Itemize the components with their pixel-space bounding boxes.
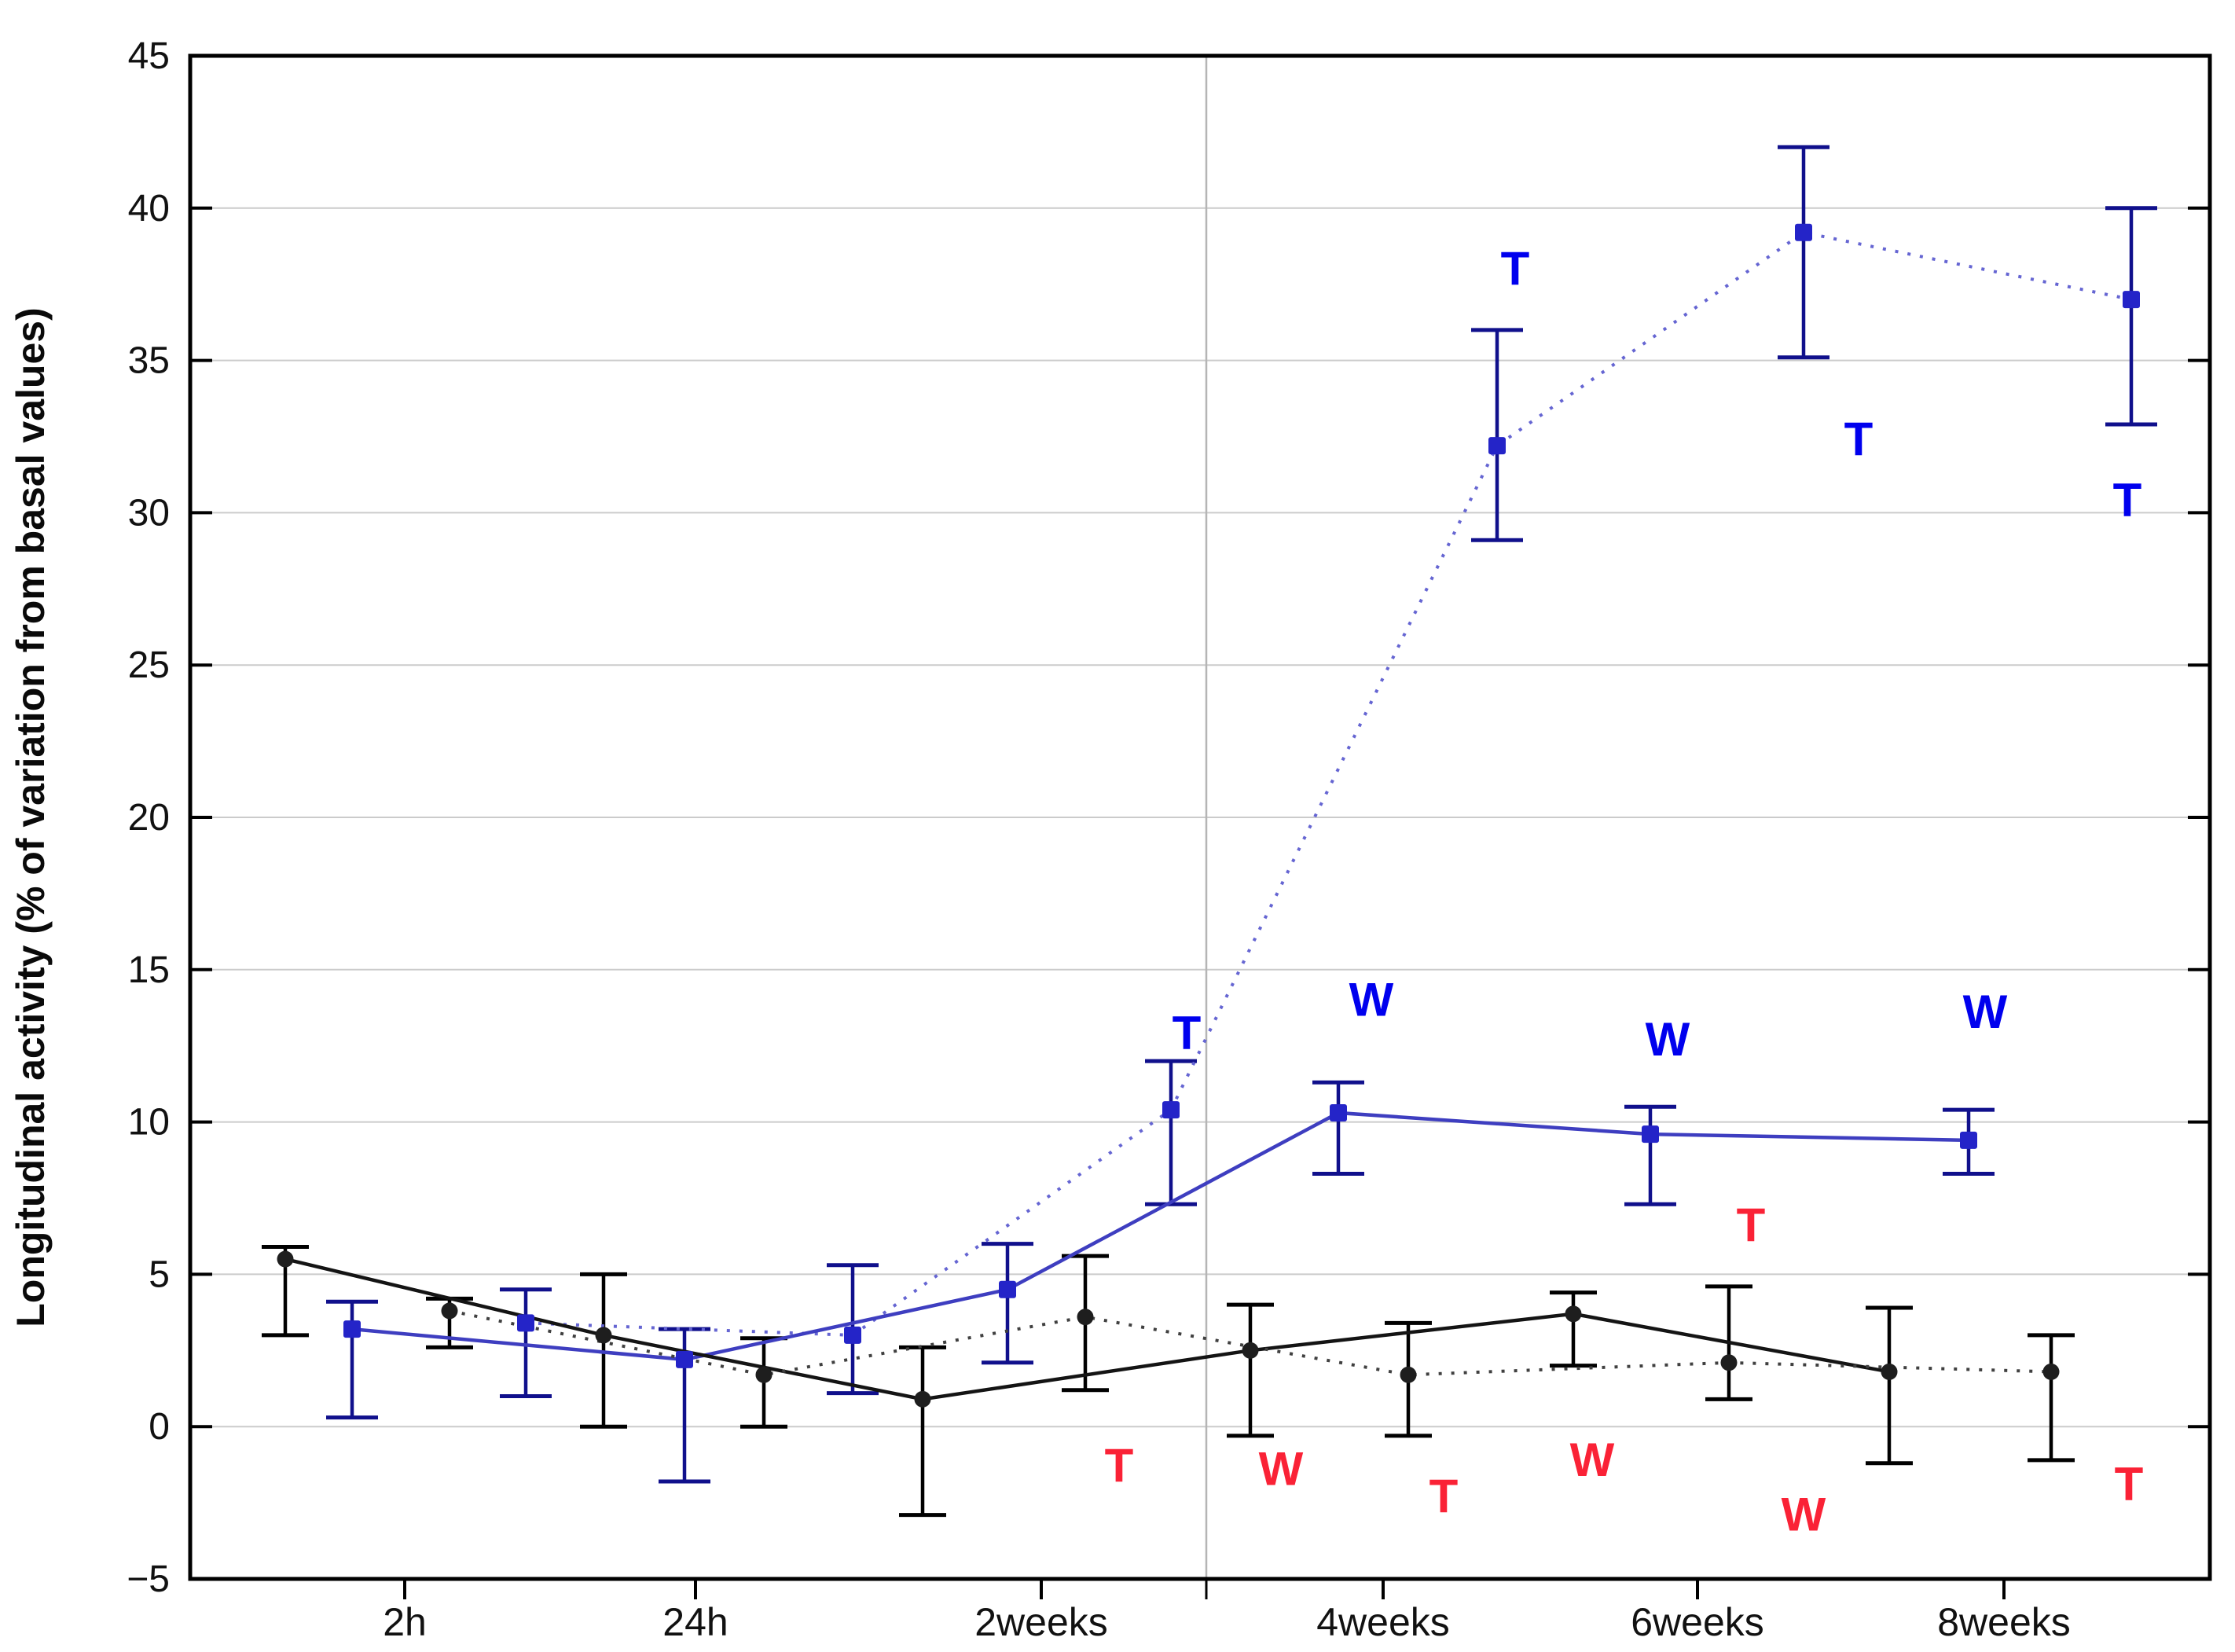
series-line-2 (284, 1257, 1890, 1401)
significance-letter-W-8: W (1259, 1442, 1304, 1495)
error-bar-t-0 (500, 1287, 552, 1398)
series-line-0 (525, 230, 2132, 1337)
y-tick-label-35: 35 (128, 340, 170, 382)
significance-letter-T-9: T (1429, 1470, 1459, 1522)
data-point-square-1-2 (999, 1280, 1016, 1298)
data-point-square-1-0 (343, 1320, 361, 1338)
y-tick-label-30: 30 (128, 492, 170, 534)
annotation-layer: T W T W T W T T W T W T W T (1105, 242, 2144, 1540)
data-point-circle-3-3 (1400, 1366, 1417, 1383)
data-point-square-0-5 (2123, 291, 2140, 309)
data-point-square-1-4 (1642, 1125, 1659, 1144)
x-tick-label-5: 8weeks (1937, 1600, 2071, 1644)
significance-letter-W-5: W (1963, 986, 2008, 1038)
error-bar-t-2 (1145, 1059, 1197, 1206)
data-point-square-0-3 (1488, 437, 1506, 455)
significance-letter-T-6: T (2113, 474, 2142, 527)
data-point-circle-3-4 (1720, 1354, 1738, 1371)
data-point-circle-3-5 (2042, 1363, 2060, 1380)
y-tick-label-40: 40 (128, 188, 170, 229)
significance-letter-T-0: T (1173, 1007, 1202, 1059)
data-point-square-0-4 (1795, 223, 1812, 241)
error-bar-w-3 (1227, 1302, 1274, 1438)
significance-letter-T-13: T (2115, 1458, 2144, 1511)
y-tick-label-25: 25 (128, 644, 170, 686)
significance-letter-T-2: T (1501, 242, 1530, 295)
y-tick-label-10: 10 (128, 1102, 170, 1144)
grid-layer (190, 56, 2210, 1579)
series-line-1 (351, 1111, 1969, 1362)
data-point-square-0-1 (844, 1326, 861, 1344)
error-bar-layer (262, 145, 2157, 1518)
x-tick-label-0: 2h (383, 1600, 427, 1644)
data-point-square-1-1 (676, 1350, 693, 1368)
x-tick-label-1: 24h (662, 1600, 728, 1644)
data-point-square-0-0 (517, 1314, 534, 1332)
data-point-circle-2-0 (277, 1250, 294, 1268)
significance-letter-T-11: T (1737, 1199, 1766, 1251)
data-point-circle-3-1 (755, 1366, 773, 1383)
y-tick-label--5: −5 (127, 1558, 170, 1600)
data-point-circle-2-1 (595, 1327, 612, 1344)
significance-letter-W-12: W (1782, 1489, 1826, 1541)
data-point-circle-2-5 (1881, 1363, 1898, 1380)
data-point-circle-2-3 (1242, 1342, 1259, 1359)
y-tick-label-0: 0 (149, 1406, 170, 1448)
error-bar-w-0 (326, 1299, 378, 1420)
y-tick-label-5: 5 (149, 1254, 170, 1295)
data-point-circle-2-2 (914, 1390, 931, 1408)
error-bar-w-2 (982, 1242, 1033, 1365)
error-bar-w-4 (1550, 1290, 1597, 1368)
x-tick-label-4: 6weeks (1631, 1600, 1764, 1644)
data-point-circle-2-4 (1565, 1305, 1582, 1323)
error-bar-w-5 (1866, 1305, 1913, 1466)
series-line-layer (284, 230, 2132, 1401)
error-bar-w-3 (1312, 1080, 1364, 1176)
significance-letter-W-10: W (1570, 1434, 1615, 1486)
x-tick-label-3: 4weeks (1316, 1600, 1450, 1644)
error-bar-t-5 (2028, 1333, 2075, 1463)
significance-letter-W-1: W (1349, 974, 1394, 1026)
x-tick-label-2: 2weeks (974, 1600, 1108, 1644)
error-bar-w-2 (899, 1345, 946, 1518)
significance-letter-W-3: W (1646, 1013, 1690, 1066)
y-tick-label-15: 15 (128, 949, 170, 991)
y-tick-label-45: 45 (128, 35, 170, 77)
error-bar-t-5 (2105, 206, 2157, 427)
marker-layer (277, 223, 2140, 1408)
data-point-square-1-3 (1330, 1103, 1347, 1122)
axes-layer: −5 0 5 10 15 20 25 30 35 40 45 2h 24h 2weeks 4weeks 6we… (127, 35, 2212, 1644)
error-bar-t-4 (1778, 145, 1829, 360)
y-tick-label-20: 20 (128, 797, 170, 839)
data-point-circle-3-2 (1077, 1309, 1094, 1326)
data-point-square-0-2 (1162, 1101, 1180, 1119)
significance-letter-T-7: T (1105, 1440, 1134, 1492)
data-point-circle-3-0 (441, 1302, 458, 1320)
significance-letter-T-4: T (1844, 413, 1874, 465)
data-point-square-1-5 (1960, 1131, 1977, 1149)
error-bar-w-4 (1624, 1104, 1676, 1206)
y-axis-title: Longitudinal activity (% of variation fr… (9, 307, 53, 1327)
error-bar-t-3 (1471, 328, 1523, 542)
